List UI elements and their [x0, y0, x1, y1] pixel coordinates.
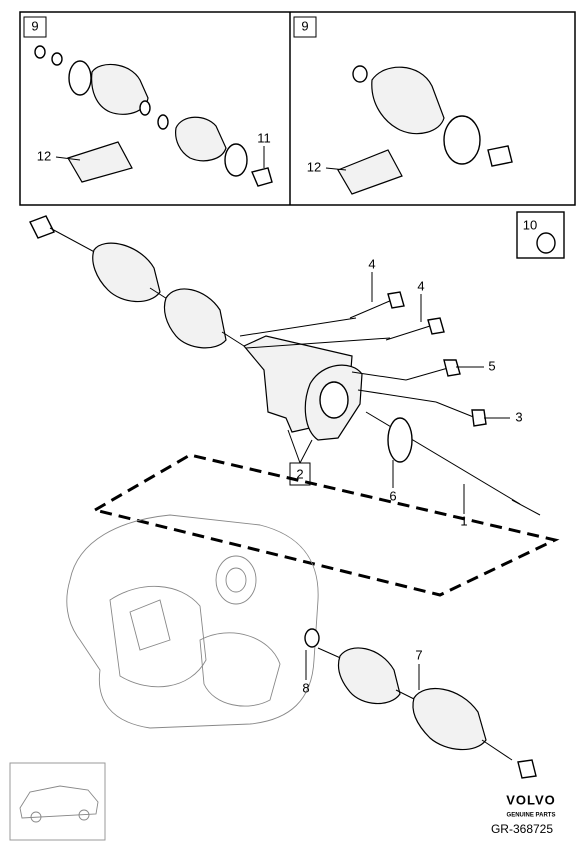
- part: [517, 759, 537, 779]
- line: [239, 317, 357, 337]
- line: [349, 299, 393, 319]
- line: [435, 401, 477, 419]
- part: [337, 149, 403, 195]
- wheel: [78, 809, 90, 821]
- part: [91, 63, 149, 115]
- ring: [304, 628, 320, 648]
- ring: [157, 114, 169, 130]
- label: 12: [307, 159, 321, 174]
- part: [175, 116, 227, 162]
- line: [405, 367, 449, 381]
- label: 12: [37, 148, 51, 163]
- part: [92, 242, 161, 303]
- line: [357, 389, 437, 403]
- part: [163, 288, 227, 349]
- part: [412, 687, 487, 751]
- label: GENUINE PARTS: [507, 813, 556, 819]
- label: 2: [296, 466, 303, 481]
- ring: [224, 143, 248, 177]
- ring: [443, 115, 481, 165]
- ring: [352, 65, 368, 83]
- frame: [9, 762, 106, 841]
- label: 4: [417, 278, 424, 293]
- frame: [19, 11, 576, 206]
- label: VOLVO: [506, 792, 556, 807]
- ring: [139, 100, 151, 116]
- label: 9: [31, 18, 38, 33]
- part: [471, 409, 487, 427]
- dashed-frame: [91, 453, 560, 597]
- part: [67, 141, 133, 183]
- part: [129, 599, 171, 651]
- part: [251, 167, 273, 187]
- line: [55, 156, 81, 161]
- frame: [516, 211, 565, 259]
- ring: [387, 417, 413, 463]
- ring: [536, 232, 556, 254]
- frame: [293, 16, 317, 38]
- line: [299, 439, 313, 464]
- line: [481, 739, 513, 761]
- part: [387, 291, 405, 309]
- frame: [23, 16, 47, 38]
- part: [66, 514, 319, 729]
- line: [325, 167, 347, 171]
- part: [443, 359, 461, 377]
- ring: [319, 381, 349, 419]
- line: [221, 331, 245, 347]
- ring: [225, 567, 247, 593]
- frame: [289, 462, 311, 486]
- part: [371, 66, 445, 135]
- line: [287, 429, 301, 464]
- label: 3: [515, 409, 522, 424]
- label: 4: [368, 256, 375, 271]
- label: 6: [389, 488, 396, 503]
- part: [337, 647, 401, 705]
- label: 11: [257, 130, 271, 145]
- line: [49, 227, 101, 256]
- part: [109, 585, 207, 688]
- part: [427, 317, 445, 335]
- line: [245, 337, 391, 349]
- label: 1: [460, 513, 467, 528]
- label: 9: [301, 18, 308, 33]
- part: [19, 785, 99, 819]
- line: [351, 371, 407, 381]
- label: 5: [488, 358, 495, 373]
- label: 10: [523, 217, 537, 232]
- ring: [51, 52, 63, 66]
- line: [385, 325, 431, 341]
- ring: [215, 555, 257, 605]
- label: GR-368725: [491, 822, 553, 836]
- label: 8: [302, 680, 309, 695]
- part: [199, 632, 281, 707]
- part: [487, 145, 513, 167]
- label: 7: [415, 647, 422, 662]
- part: [29, 215, 55, 239]
- wheel: [30, 811, 42, 823]
- ring: [68, 60, 92, 96]
- ring: [34, 45, 46, 59]
- line: [511, 499, 541, 516]
